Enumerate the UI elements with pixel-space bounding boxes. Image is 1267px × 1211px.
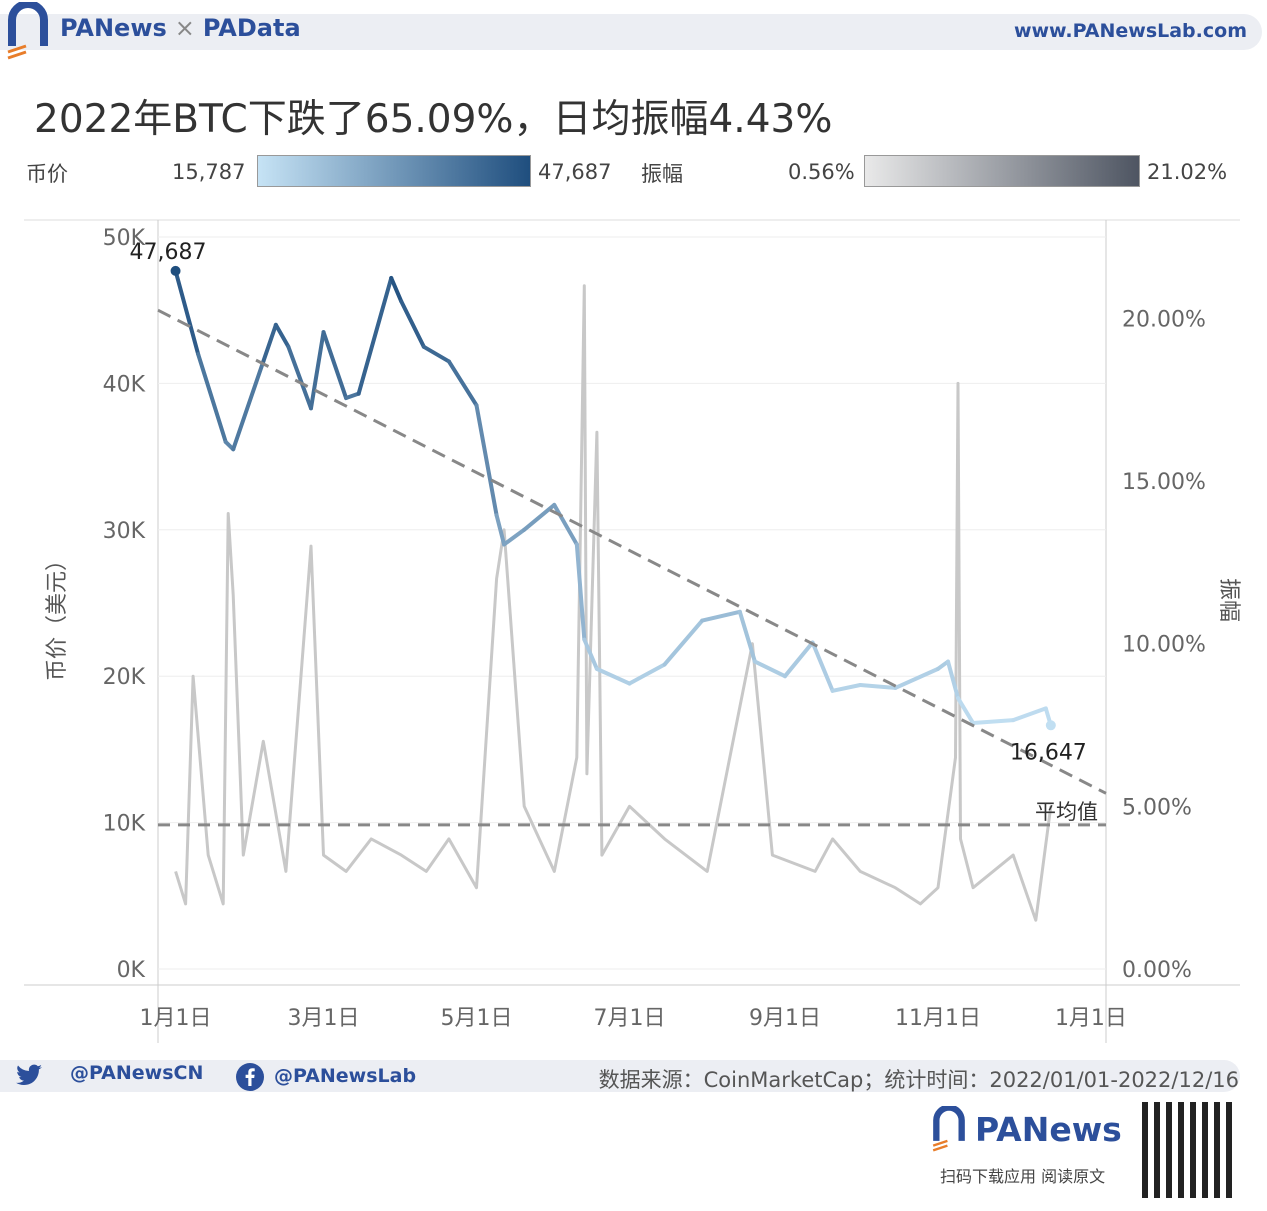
price-segment bbox=[344, 391, 361, 401]
price-segment bbox=[956, 696, 976, 726]
legend-amp-max: 21.02% bbox=[1147, 160, 1228, 184]
price-segment bbox=[173, 268, 201, 357]
y2-tick-label: 5.00% bbox=[1122, 795, 1192, 820]
trend-line bbox=[157, 308, 1107, 795]
data-source: 数据来源：CoinMarketCap；统计时间：2022/01/01-2022/… bbox=[598, 1068, 1239, 1092]
legend-amp-gradient bbox=[864, 155, 1140, 187]
y-tick-label: 0K bbox=[117, 958, 146, 983]
price-segment bbox=[830, 682, 863, 693]
y2-axis-title: 振幅 bbox=[1216, 578, 1241, 622]
price-segment bbox=[522, 502, 557, 532]
brand-right: PAData bbox=[202, 14, 301, 42]
footer-tagline: 扫码下载应用 阅读原文 bbox=[940, 1167, 1106, 1186]
end-value-label: 16,647 bbox=[1010, 740, 1087, 765]
y-axis-title: 币价（美元） bbox=[45, 549, 70, 681]
x-tick-label: 1月1日 bbox=[140, 1006, 212, 1031]
price-segment bbox=[399, 299, 426, 349]
facebook-icon[interactable] bbox=[235, 1062, 265, 1092]
price-segment bbox=[594, 666, 632, 686]
y-tick-label: 50K bbox=[103, 226, 146, 251]
legend-price-label: 币价 bbox=[26, 162, 68, 186]
y-tick-label: 10K bbox=[103, 812, 146, 837]
price-segment bbox=[321, 330, 349, 401]
start-value-label: 47,687 bbox=[130, 240, 207, 265]
brand-sep: × bbox=[174, 14, 195, 42]
price-segment bbox=[502, 527, 527, 547]
brand-title: PANews × PAData bbox=[60, 14, 301, 42]
amplitude-line bbox=[174, 284, 1053, 922]
page-title: 2022年BTC下跌了65.09%，日均振幅4.43% bbox=[34, 97, 833, 142]
price-segment bbox=[1011, 706, 1048, 723]
qr-code[interactable] bbox=[1142, 1102, 1238, 1198]
price-segment bbox=[196, 352, 228, 444]
footer-logo: PANews bbox=[975, 1110, 1122, 1149]
price-segment bbox=[810, 640, 835, 693]
twitter-icon[interactable] bbox=[16, 1063, 44, 1089]
end-point bbox=[1045, 720, 1056, 731]
x-tick-label: 9月1日 bbox=[749, 1006, 821, 1031]
legend-price-max: 47,687 bbox=[538, 160, 612, 184]
x-tick-label: 11月1日 bbox=[895, 1006, 981, 1031]
legend-price-gradient bbox=[257, 155, 531, 187]
price-segment bbox=[356, 275, 394, 396]
price-segment bbox=[231, 359, 266, 452]
price-segment bbox=[389, 275, 404, 304]
site-link[interactable]: www.PANewsLab.com bbox=[1013, 20, 1247, 42]
price-segment bbox=[552, 502, 579, 547]
price-segment bbox=[582, 637, 599, 671]
social-bar bbox=[0, 1060, 1240, 1092]
price-segment bbox=[574, 542, 587, 642]
y-tick-label: 20K bbox=[103, 665, 146, 690]
price-segment bbox=[421, 344, 451, 364]
price-segment bbox=[782, 640, 815, 679]
price-segment bbox=[893, 666, 940, 690]
price-segment bbox=[700, 609, 742, 623]
price-segment bbox=[286, 344, 313, 411]
price-segment bbox=[494, 513, 507, 547]
price-segment bbox=[627, 662, 667, 686]
twitter-handle[interactable]: @PANewsCN bbox=[70, 1062, 204, 1084]
panews-logo-icon bbox=[7, 2, 48, 60]
legend-amp-label: 振幅 bbox=[641, 162, 683, 186]
footer-logo-icon bbox=[932, 1106, 965, 1152]
legend-price-min: 15,787 bbox=[172, 160, 246, 184]
x-tick-label: 7月1日 bbox=[593, 1006, 665, 1031]
price-segment bbox=[662, 618, 705, 667]
btc-chart: 0K 10K 20K 30K 40K 50K 0.00% 5.00% 10.00% 15.00% 2… bbox=[24, 219, 1241, 1043]
y2-tick-label: 0.00% bbox=[1122, 958, 1192, 983]
price-segment bbox=[308, 330, 326, 411]
price-segment bbox=[971, 718, 1016, 726]
price-segment bbox=[446, 359, 479, 408]
y2-tick-label: 10.00% bbox=[1122, 633, 1206, 658]
price-segment bbox=[752, 659, 787, 679]
price-segment bbox=[261, 322, 278, 364]
price-segment bbox=[737, 609, 757, 664]
price-segment bbox=[858, 682, 898, 690]
header-bar bbox=[0, 14, 1262, 50]
x-tick-label: 1月1日 bbox=[1055, 1006, 1127, 1031]
average-label: 平均值 bbox=[1035, 800, 1098, 824]
legend-amp-min: 0.56% bbox=[788, 160, 855, 184]
price-segment bbox=[273, 322, 291, 349]
start-point bbox=[170, 265, 181, 276]
y-tick-label: 40K bbox=[103, 372, 146, 397]
y2-tick-label: 15.00% bbox=[1122, 470, 1206, 495]
x-tick-label: 3月1日 bbox=[288, 1006, 360, 1031]
x-tick-label: 5月1日 bbox=[441, 1006, 513, 1031]
y2-tick-label: 20.00% bbox=[1122, 307, 1206, 332]
brand-left: PANews bbox=[60, 14, 167, 42]
facebook-handle[interactable]: @PANewsLab bbox=[274, 1065, 417, 1087]
price-segment bbox=[474, 403, 499, 518]
price-segment bbox=[946, 659, 961, 701]
y-tick-label: 30K bbox=[103, 519, 146, 544]
